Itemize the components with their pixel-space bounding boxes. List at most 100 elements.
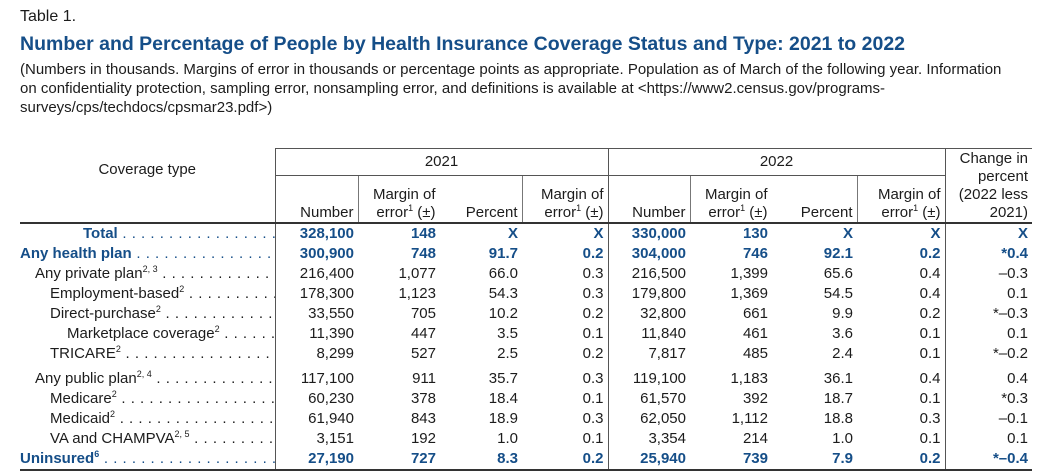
cell-value: 130 bbox=[742, 225, 768, 242]
cell-value: X bbox=[944, 223, 1032, 244]
cell-value: 0.2 bbox=[582, 245, 604, 262]
cell-value: 0.1 bbox=[919, 345, 941, 362]
cell-value: 33,550 bbox=[274, 304, 358, 324]
row-label: TRICARE2 bbox=[20, 344, 275, 364]
cell-value: 91.7 bbox=[488, 245, 518, 262]
row-label-wrap: Marketplace coverage2 bbox=[67, 324, 275, 343]
cell-value: 3.6 bbox=[832, 325, 853, 342]
cell-value: 1.0 bbox=[497, 430, 518, 447]
row-label-wrap: Any private plan2, 3 bbox=[35, 264, 275, 283]
cell-value: 0.1 bbox=[944, 284, 1032, 304]
cell-value: 0.1 bbox=[919, 430, 941, 447]
row-label: Medicaid2 bbox=[20, 409, 275, 429]
column-header: Margin of error1 (±) bbox=[856, 175, 945, 225]
column-header: Margin of error1 (±) bbox=[357, 175, 440, 225]
cell-value: 527 bbox=[410, 345, 436, 362]
cell-value: 0.2 bbox=[582, 345, 604, 362]
column-header: Number bbox=[607, 175, 690, 225]
table-row: Direct-purchase233,55070510.20.232,80066… bbox=[20, 304, 1032, 324]
column-header-text: Margin of error bbox=[540, 186, 604, 221]
cell-value: 0.1 bbox=[582, 325, 604, 342]
table-row: Any public plan2, 4117,10091135.70.3119,… bbox=[20, 364, 1032, 389]
row-label: Medicare2 bbox=[20, 389, 275, 409]
row-label-text: Direct-purchase bbox=[50, 305, 156, 322]
cell-value: 661 bbox=[742, 305, 768, 322]
cell-value: 328,100 bbox=[274, 223, 358, 244]
row-label-wrap: Any public plan2, 4 bbox=[35, 370, 275, 388]
cell-value: 0.4 bbox=[944, 364, 1032, 389]
footnote-ref: 1 bbox=[913, 203, 919, 213]
cell-value: 0.3 bbox=[582, 285, 604, 302]
cell-value: 214 bbox=[742, 430, 768, 447]
cell-value: 748 bbox=[410, 245, 436, 262]
row-label-text: Any private plan bbox=[35, 265, 143, 282]
cell-value: 61,570 bbox=[607, 389, 690, 409]
cell-value: 0.4 bbox=[919, 265, 941, 282]
cell-value: X bbox=[930, 225, 941, 242]
cell-value: 0.1 bbox=[582, 430, 604, 447]
cell-value: 0.3 bbox=[582, 265, 604, 282]
row-label: Direct-purchase2 bbox=[20, 304, 275, 324]
footnote-ref: 1 bbox=[740, 203, 746, 213]
cell-value: 3,151 bbox=[274, 429, 358, 449]
row-label: Any private plan2, 3 bbox=[20, 264, 275, 284]
data-table: Coverage type 2021 2022 Change in percent (… bbox=[20, 147, 1032, 471]
cell-value: 8,299 bbox=[274, 344, 358, 364]
cell-value: X bbox=[593, 225, 604, 242]
footnote-ref: 2 bbox=[155, 304, 161, 314]
cell-value: 216,500 bbox=[607, 264, 690, 284]
row-label-text: Marketplace coverage bbox=[67, 325, 215, 342]
cell-value: –0.3 bbox=[944, 264, 1032, 284]
cell-value: *0.3 bbox=[944, 389, 1032, 409]
cell-value: 1,077 bbox=[398, 265, 436, 282]
cell-value: 18.9 bbox=[488, 410, 518, 427]
cell-value: *–0.2 bbox=[944, 344, 1032, 364]
header-row: Number Margin of error1 (±) Percent Margin … bbox=[20, 175, 1032, 225]
cell-value: 61,940 bbox=[274, 409, 358, 429]
cell-value: 0.1 bbox=[944, 324, 1032, 344]
row-label-text: Total bbox=[83, 225, 118, 242]
cell-value: 2.4 bbox=[832, 345, 853, 362]
row-label-wrap: Total bbox=[83, 225, 275, 242]
cell-value: 3.5 bbox=[497, 325, 518, 342]
cell-value: 148 bbox=[410, 225, 436, 242]
footnote-ref: 1 bbox=[408, 203, 414, 213]
column-header-suffix: (±) bbox=[581, 204, 604, 221]
cell-value: 330,000 bbox=[607, 223, 690, 244]
cell-value: 0.2 bbox=[919, 305, 941, 322]
cell-value: 3,354 bbox=[607, 429, 690, 449]
row-label-text: Medicaid bbox=[50, 410, 111, 427]
cell-value: *–0.4 bbox=[944, 449, 1032, 471]
cell-value: X bbox=[842, 225, 853, 242]
column-header-text: Percent bbox=[465, 204, 518, 221]
table-title: Number and Percentage of People by Healt… bbox=[20, 33, 906, 55]
cell-value: –0.1 bbox=[944, 409, 1032, 429]
row-label-text: Any health plan bbox=[20, 245, 132, 262]
footnote-ref: 2 bbox=[115, 344, 121, 354]
row-label: Employment-based2 bbox=[20, 284, 275, 304]
row-label-wrap: Direct-purchase2 bbox=[50, 304, 275, 323]
cell-value: 27,190 bbox=[274, 449, 358, 471]
row-label: Any health plan bbox=[20, 244, 275, 264]
row-label-wrap: Any health plan bbox=[20, 245, 275, 262]
row-label: VA and CHAMPVA2, 5 bbox=[20, 429, 275, 449]
cell-value: 1.0 bbox=[832, 430, 853, 447]
column-header-text: Percent bbox=[800, 204, 853, 221]
cell-value: *0.4 bbox=[944, 244, 1032, 264]
row-label-text: Employment-based bbox=[50, 285, 180, 302]
cell-value: 0.3 bbox=[582, 410, 604, 427]
cell-value: 18.7 bbox=[823, 390, 853, 407]
footnote-ref: 2 bbox=[214, 324, 220, 334]
cell-value: 192 bbox=[410, 430, 436, 447]
cell-value: 300,900 bbox=[274, 244, 358, 264]
cell-value: 461 bbox=[742, 325, 768, 342]
cell-value: 911 bbox=[412, 370, 436, 387]
column-header-suffix: (±) bbox=[918, 204, 941, 221]
cell-value: 54.3 bbox=[488, 285, 518, 302]
footnote-ref: 2, 3 bbox=[142, 264, 158, 274]
cell-value: 0.4 bbox=[919, 370, 941, 387]
row-label-text: Uninsured bbox=[20, 450, 95, 467]
cell-value: *–0.3 bbox=[944, 304, 1032, 324]
column-header-suffix: (±) bbox=[745, 204, 768, 221]
